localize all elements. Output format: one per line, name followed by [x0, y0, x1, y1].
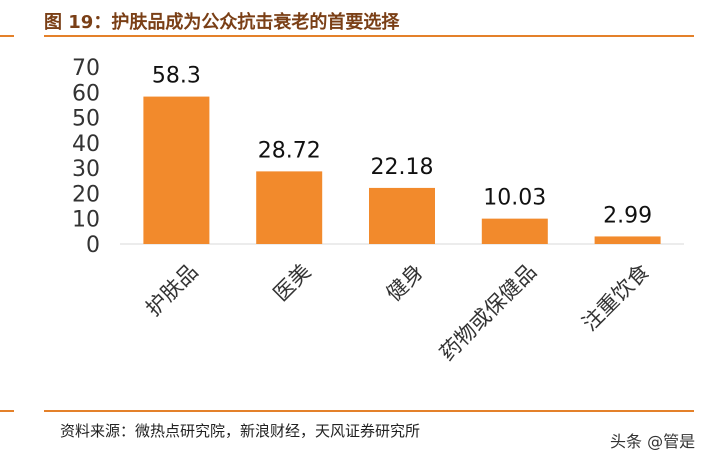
- y-tick-label: 60: [72, 81, 100, 106]
- y-tick-label: 10: [72, 208, 100, 233]
- x-category-label: 注重饮食: [578, 259, 654, 335]
- data-label: 10.03: [483, 186, 546, 211]
- bar: [143, 96, 210, 244]
- source-note: 资料来源：微热点研究院，新浪财经，天风证券研究所: [60, 422, 421, 440]
- y-tick-label: 30: [72, 157, 100, 182]
- y-tick-label: 50: [72, 107, 100, 132]
- y-tick-label: 20: [72, 182, 100, 207]
- bar: [481, 218, 548, 244]
- figure-title: 图 19：护肤品成为公众抗击衰老的首要选择: [44, 12, 400, 33]
- x-category-label: 医美: [269, 259, 316, 306]
- y-tick-label: 40: [72, 132, 100, 157]
- y-tick-label: 70: [72, 56, 100, 81]
- title-rule-right: [44, 35, 694, 37]
- bar: [369, 187, 435, 244]
- footer-rule-left: [0, 410, 14, 412]
- y-tick-label: 0: [86, 233, 100, 258]
- title-rule-left: [0, 35, 14, 37]
- x-category-label: 健身: [382, 259, 429, 306]
- data-label: 28.72: [258, 138, 321, 163]
- bar: [256, 171, 323, 244]
- data-label: 22.18: [371, 155, 434, 180]
- watermark-text: 头条 @管是: [610, 432, 696, 451]
- x-category-label: 药物或保健品: [435, 259, 541, 365]
- footer-rule-right: [44, 410, 694, 412]
- x-category-label: 护肤品: [141, 259, 203, 321]
- data-label: 2.99: [603, 203, 652, 228]
- data-label: 58.3: [152, 64, 201, 89]
- bar: [594, 236, 661, 244]
